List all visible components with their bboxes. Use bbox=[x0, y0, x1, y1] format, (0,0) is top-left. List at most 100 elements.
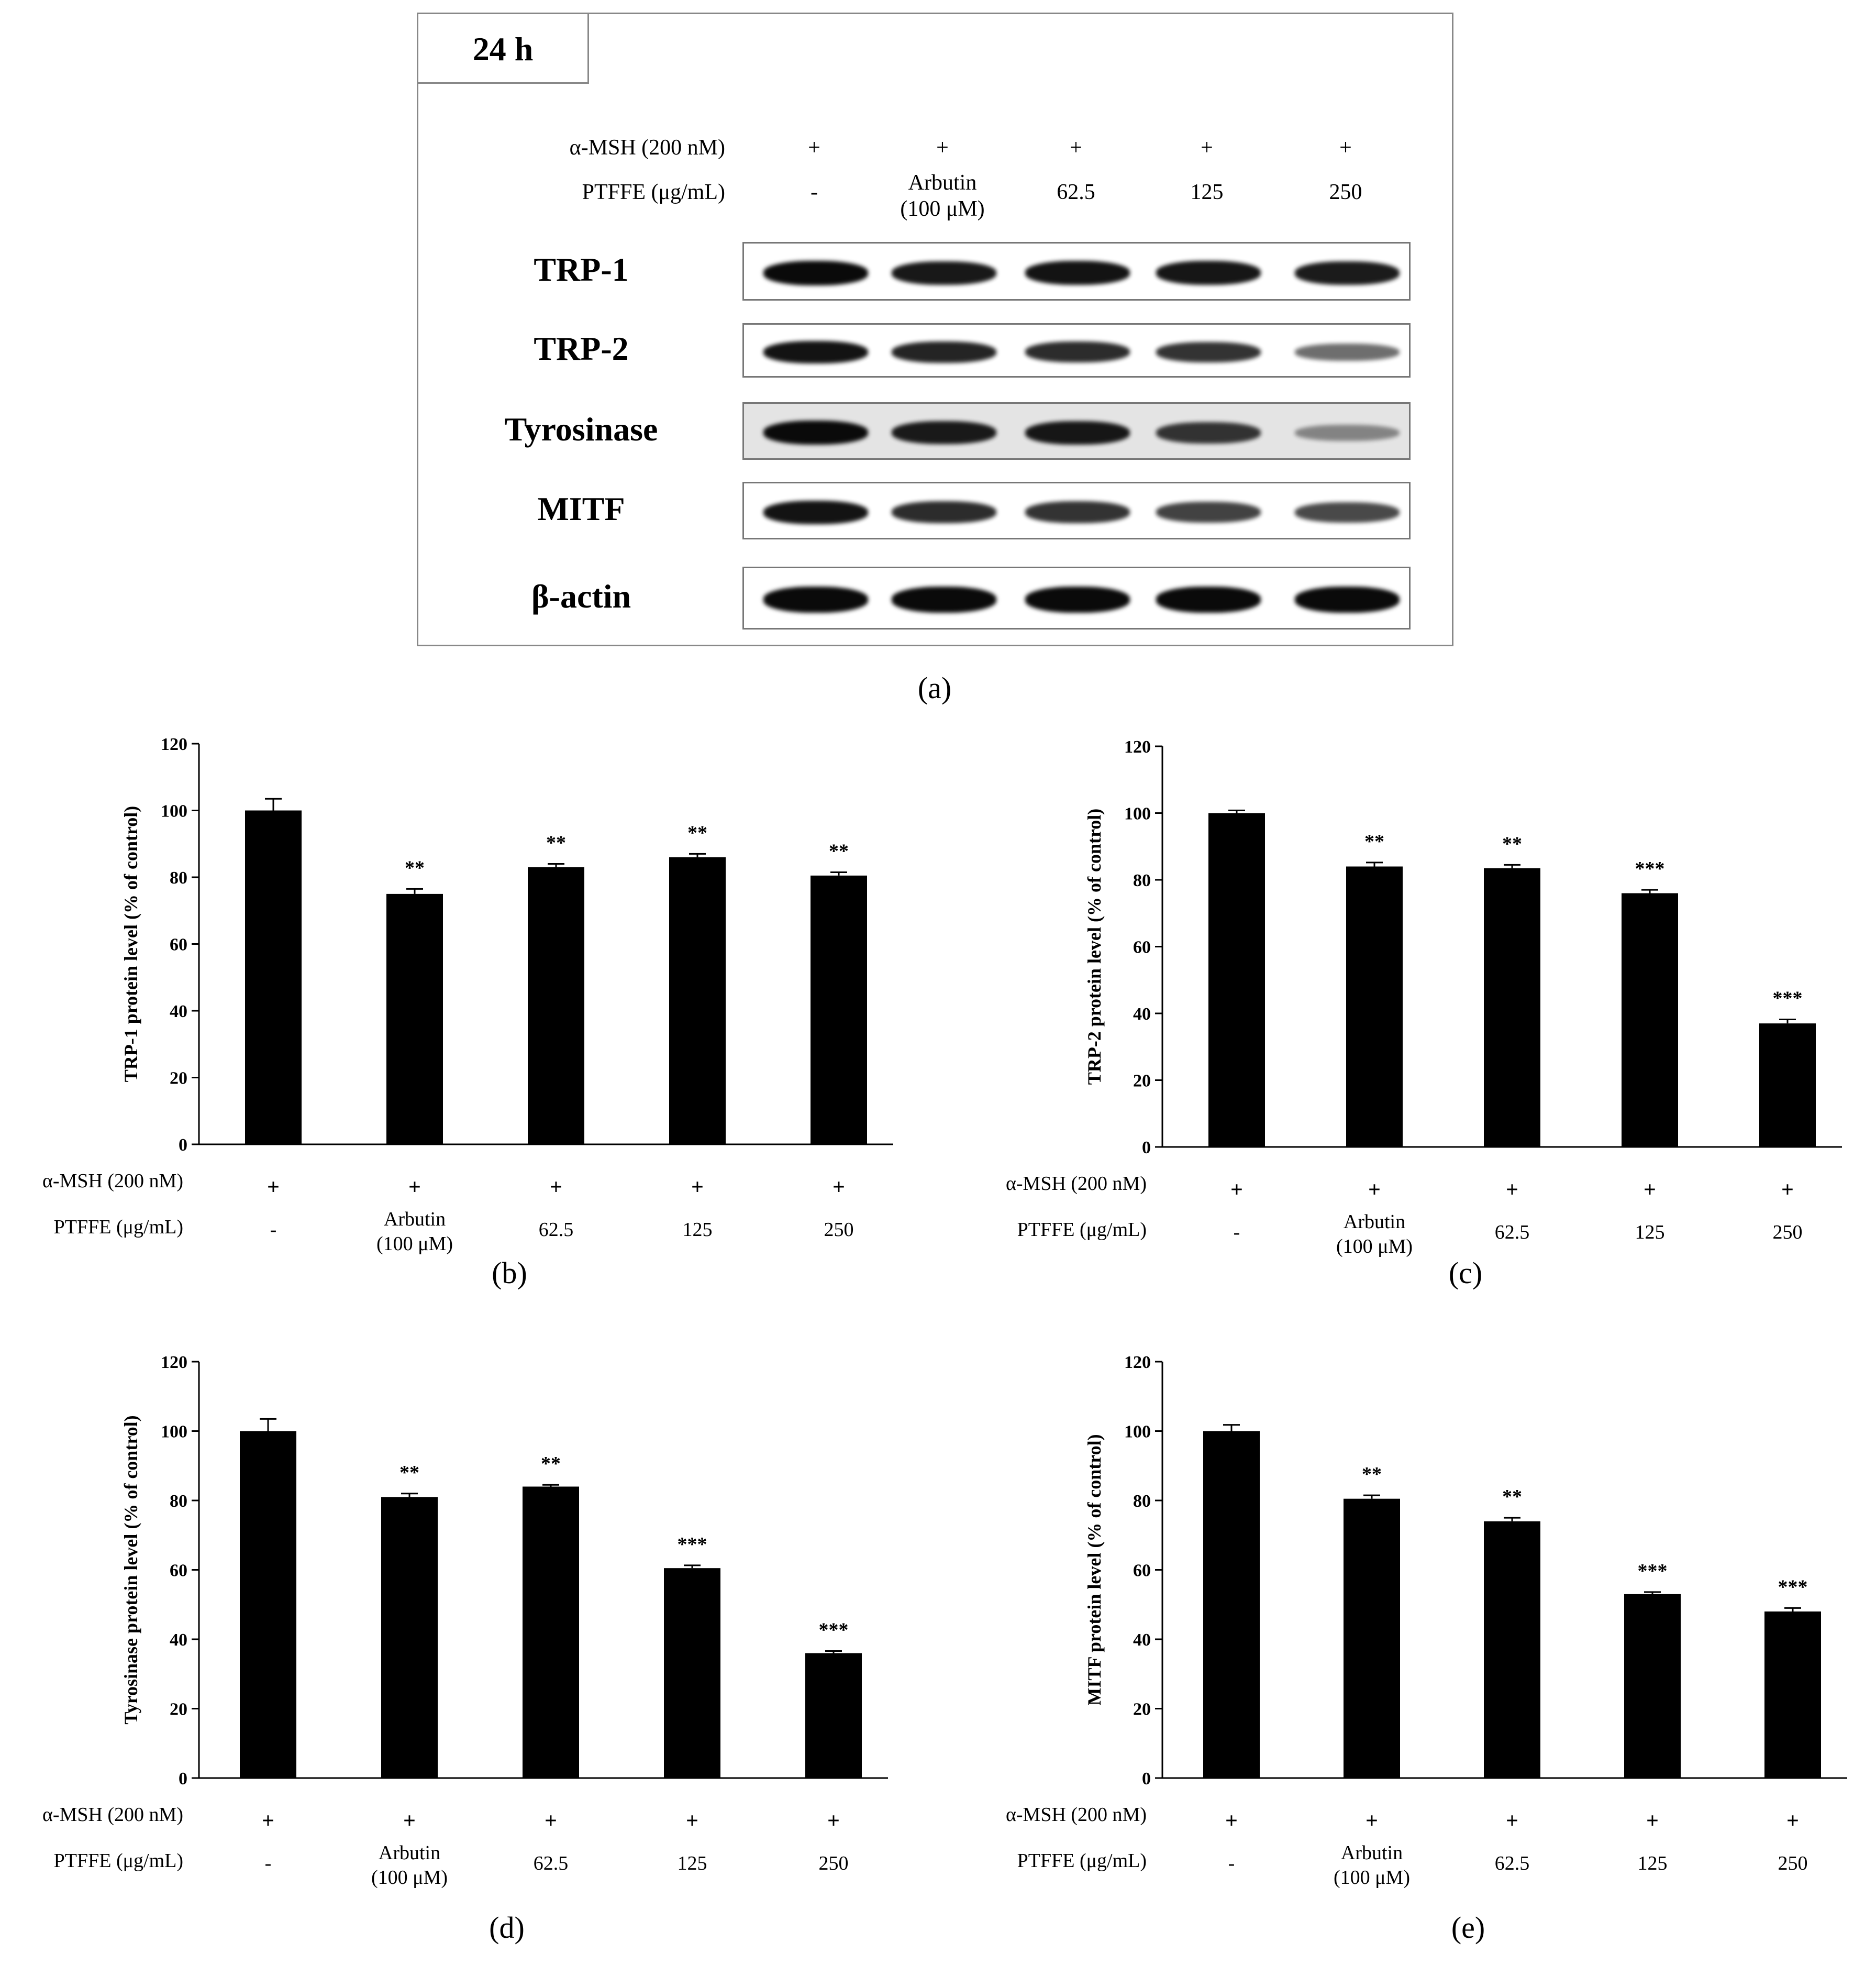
significance-marker: *** bbox=[1638, 1560, 1668, 1582]
condition-msh-value: + bbox=[408, 1175, 421, 1199]
condition-ptffe-label: PTFFE (μg/mL) bbox=[1017, 1850, 1147, 1872]
time-label-box: 24 h bbox=[418, 14, 589, 84]
blot-lane-msh: + bbox=[1201, 136, 1213, 160]
bar bbox=[1344, 1498, 1400, 1778]
bar bbox=[805, 1653, 862, 1778]
condition-msh-value: + bbox=[1225, 1809, 1238, 1833]
condition-msh-value: + bbox=[403, 1809, 416, 1833]
bar-chart: 0 20 40 60 80 100 120 TRP-1 protein level (% of… bbox=[42, 735, 893, 1290]
blot-lane-ptffe: 125 bbox=[1190, 180, 1224, 204]
blot-lane-msh: + bbox=[808, 136, 820, 160]
bar bbox=[1622, 893, 1678, 1147]
condition-msh-value: + bbox=[1368, 1178, 1381, 1202]
y-tick-label: 120 bbox=[1124, 737, 1151, 757]
condition-msh-value: + bbox=[1646, 1809, 1659, 1833]
y-tick-label: 120 bbox=[161, 1353, 187, 1372]
bar-chart: 0 20 40 60 80 100 120 TRP-2 protein level (% of… bbox=[1006, 737, 1842, 1290]
y-tick-label: 60 bbox=[170, 935, 187, 955]
bar bbox=[1484, 868, 1540, 1147]
y-tick-label: 120 bbox=[1124, 1353, 1151, 1372]
significance-marker: *** bbox=[1635, 858, 1665, 880]
blot-band bbox=[892, 261, 996, 285]
blot-band bbox=[1295, 502, 1400, 523]
condition-ptffe-sub: (100 μM) bbox=[376, 1233, 453, 1255]
condition-ptffe-value: 125 bbox=[678, 1852, 707, 1874]
y-axis-label: MITF protein level (% of control) bbox=[1084, 1434, 1105, 1705]
blot-strip bbox=[742, 402, 1411, 460]
blot-lane-ptffe: Arbutin bbox=[908, 171, 977, 195]
y-axis-label: TRP-2 protein level (% of control) bbox=[1084, 809, 1105, 1085]
time-label: 24 h bbox=[472, 30, 534, 68]
bar bbox=[1759, 1023, 1816, 1147]
condition-msh-value: + bbox=[1506, 1809, 1518, 1833]
significance-marker: *** bbox=[678, 1533, 707, 1555]
significance-marker: ** bbox=[405, 857, 425, 879]
y-tick-label: 40 bbox=[1133, 1630, 1151, 1650]
y-tick-label: 100 bbox=[1124, 804, 1151, 824]
condition-msh-label: α-MSH (200 nM) bbox=[1006, 1804, 1147, 1826]
blot-band bbox=[1295, 343, 1400, 361]
y-tick-label: 20 bbox=[1133, 1072, 1151, 1091]
panel-label: (e) bbox=[1451, 1911, 1485, 1945]
blot-band bbox=[763, 260, 868, 285]
blot-band bbox=[1025, 341, 1130, 362]
condition-ptffe-value: 62.5 bbox=[534, 1852, 569, 1874]
y-tick-label: 0 bbox=[179, 1769, 187, 1789]
condition-msh-value: + bbox=[691, 1175, 704, 1199]
condition-msh-value: + bbox=[1781, 1178, 1794, 1202]
blot-band bbox=[1025, 261, 1130, 285]
bar-chart: 0 20 40 60 80 100 120 MITF protein level (% of … bbox=[1006, 1353, 1847, 1945]
condition-ptffe-value: - bbox=[265, 1852, 272, 1874]
blot-msh-label: α-MSH (200 nM) bbox=[569, 136, 725, 160]
condition-ptffe-value: 125 bbox=[683, 1219, 713, 1241]
panel-label-a: (a) bbox=[917, 671, 952, 705]
condition-ptffe-value: Arbutin bbox=[379, 1842, 440, 1864]
y-tick-label: 40 bbox=[170, 1002, 187, 1021]
bar bbox=[381, 1497, 438, 1778]
significance-marker: ** bbox=[1364, 831, 1384, 853]
y-tick-label: 20 bbox=[170, 1069, 187, 1088]
blot-band bbox=[892, 341, 996, 363]
condition-msh-value: + bbox=[545, 1809, 557, 1833]
y-tick-label: 60 bbox=[170, 1561, 187, 1581]
blot-band bbox=[1156, 422, 1261, 444]
significance-marker: *** bbox=[819, 1619, 849, 1641]
blot-strip bbox=[742, 567, 1411, 630]
significance-marker: ** bbox=[399, 1462, 419, 1484]
y-tick-label: 100 bbox=[1124, 1422, 1151, 1442]
condition-ptffe-value: 250 bbox=[1778, 1852, 1808, 1874]
condition-ptffe-value: 250 bbox=[819, 1852, 849, 1874]
condition-msh-value: + bbox=[832, 1175, 845, 1199]
blot-protein-label: MITF bbox=[537, 490, 625, 527]
condition-ptffe-value: - bbox=[1228, 1852, 1235, 1874]
condition-msh-value: + bbox=[1644, 1178, 1656, 1202]
significance-marker: ** bbox=[1362, 1463, 1382, 1485]
y-axis-label: TRP-1 protein level (% of control) bbox=[120, 806, 141, 1083]
bar bbox=[1203, 1431, 1260, 1778]
bar bbox=[1764, 1611, 1821, 1778]
condition-ptffe-value: 62.5 bbox=[539, 1219, 574, 1241]
condition-ptffe-value: 62.5 bbox=[1495, 1221, 1530, 1243]
condition-ptffe-value: 250 bbox=[1773, 1221, 1803, 1243]
condition-ptffe-value: 125 bbox=[1638, 1852, 1668, 1874]
blot-strip bbox=[742, 242, 1411, 301]
bar bbox=[1484, 1521, 1540, 1778]
bar-chart: 0 20 40 60 80 100 120 Tyrosinase protein level … bbox=[42, 1353, 888, 1945]
blot-band bbox=[763, 421, 868, 445]
y-tick-label: 60 bbox=[1133, 938, 1151, 957]
condition-ptffe-value: 250 bbox=[824, 1219, 854, 1241]
blot-strip bbox=[742, 323, 1411, 378]
western-blot-panel: 24 h bbox=[417, 13, 1453, 646]
blot-lane-ptffe: - bbox=[811, 180, 818, 204]
panel-label: (d) bbox=[489, 1911, 525, 1945]
condition-msh-value: + bbox=[267, 1175, 280, 1199]
significance-marker: ** bbox=[1502, 1486, 1522, 1508]
condition-msh-value: + bbox=[1230, 1178, 1243, 1202]
bar bbox=[664, 1568, 720, 1778]
significance-marker: ** bbox=[687, 822, 707, 844]
y-tick-label: 80 bbox=[170, 1492, 187, 1511]
y-tick-label: 0 bbox=[1142, 1138, 1151, 1157]
bar bbox=[240, 1431, 296, 1778]
y-tick-label: 20 bbox=[170, 1700, 187, 1719]
significance-marker: ** bbox=[829, 840, 849, 862]
